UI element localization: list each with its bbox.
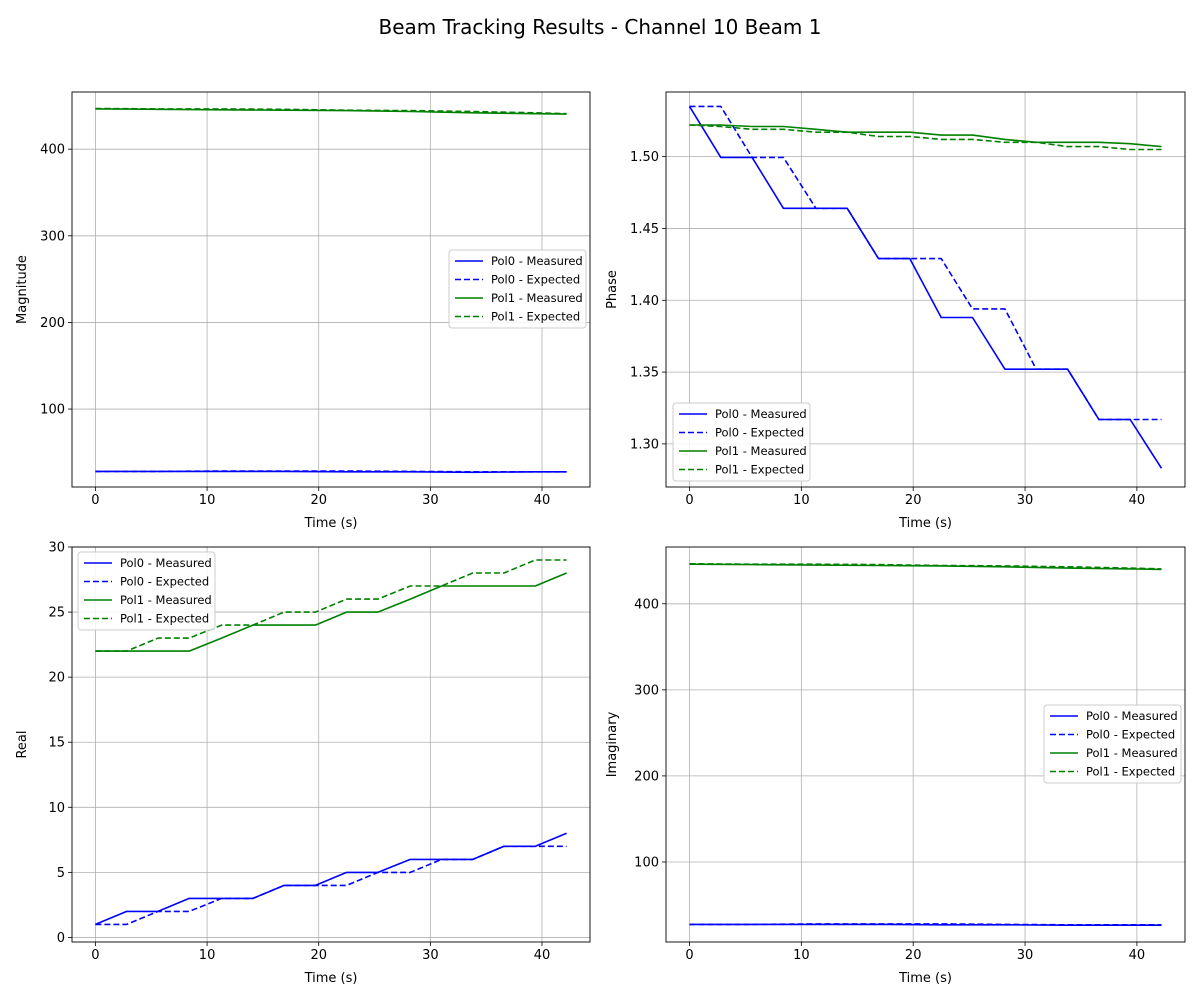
legend: Pol0 - Measured Pol0 - Expected Pol1 - Mea… — [77, 551, 216, 631]
x-tick-label: 20 — [905, 493, 922, 508]
y-tick-label: 1.50 — [630, 150, 659, 165]
y-tick-label: 20 — [48, 671, 65, 686]
legend-label: Pol0 - Expected — [715, 426, 804, 440]
legend-box — [77, 551, 216, 631]
x-tick-label: 30 — [1017, 948, 1034, 963]
series-line — [95, 470, 567, 473]
y-tick-label: 25 — [48, 606, 65, 621]
x-tick-label: 10 — [199, 493, 216, 508]
legend-box — [1043, 704, 1182, 784]
legend-label: Pol1 - Expected — [120, 612, 209, 626]
legend-box — [672, 402, 811, 482]
y-tick-label: 1.30 — [630, 437, 659, 452]
y-tick-label: 100 — [40, 403, 65, 418]
legend-label: Pol0 - Expected — [491, 273, 580, 287]
x-tick-label: 30 — [422, 493, 439, 508]
y-tick-label: 1.40 — [630, 294, 659, 309]
series-line — [689, 923, 1162, 926]
x-axis-label: Time (s) — [304, 516, 358, 531]
x-tick-label: 40 — [534, 948, 551, 963]
axes-frame — [665, 91, 1186, 488]
legend-label: Pol1 - Expected — [715, 463, 804, 477]
x-tick-label: 0 — [685, 493, 693, 508]
series-line — [95, 559, 567, 652]
x-tick-label: 40 — [1129, 948, 1146, 963]
legend-label: Pol1 - Measured — [715, 444, 807, 458]
x-tick-label: 40 — [1129, 493, 1146, 508]
legend-label: Pol1 - Expected — [1086, 765, 1175, 779]
x-tick-label: 30 — [422, 948, 439, 963]
legend-label: Pol1 - Measured — [491, 291, 583, 305]
series-line — [95, 107, 567, 115]
series-line — [688, 105, 1163, 469]
y-axis-label: Imaginary — [605, 711, 620, 777]
y-tick-label: 0 — [57, 931, 65, 946]
legend-label: Pol0 - Measured — [120, 556, 212, 570]
y-tick-label: 200 — [634, 769, 659, 784]
legend-label: Pol0 - Measured — [715, 407, 807, 421]
series-line — [689, 563, 1162, 570]
axes-frame — [71, 91, 591, 488]
legend-box — [448, 249, 587, 329]
x-tick-label: 30 — [1017, 493, 1034, 508]
legend-label: Pol0 - Measured — [491, 254, 583, 268]
legend-label: Pol1 - Measured — [120, 593, 212, 607]
x-tick-label: 20 — [310, 948, 327, 963]
x-tick-label: 10 — [793, 493, 810, 508]
x-tick-label: 20 — [905, 948, 922, 963]
y-tick-label: 200 — [40, 316, 65, 331]
y-axis-label: Magnitude — [15, 255, 30, 324]
series-line — [95, 845, 567, 926]
y-tick-label: 300 — [634, 683, 659, 698]
legend-label: Pol1 - Expected — [491, 310, 580, 324]
x-axis-label: Time (s) — [898, 516, 952, 531]
legend: Pol0 - Measured Pol0 - Expected Pol1 - Mea… — [672, 402, 811, 482]
x-tick-label: 40 — [534, 493, 551, 508]
y-tick-label: 300 — [40, 229, 65, 244]
axes-frame — [71, 546, 591, 943]
y-tick-label: 1.45 — [630, 222, 659, 237]
x-tick-label: 10 — [199, 948, 216, 963]
legend-label: Pol0 - Expected — [120, 575, 209, 589]
y-tick-label: 100 — [634, 855, 659, 870]
y-tick-label: 400 — [40, 143, 65, 158]
figure-title: Beam Tracking Results - Channel 10 Beam … — [378, 15, 822, 39]
series-line — [689, 105, 1162, 421]
y-tick-label: 15 — [48, 736, 65, 751]
x-tick-label: 0 — [91, 948, 99, 963]
legend: Pol0 - Measured Pol0 - Expected Pol1 - Mea… — [448, 249, 587, 329]
y-axis-label: Real — [15, 730, 30, 758]
axes-frame — [665, 546, 1186, 943]
legend-label: Pol0 - Measured — [1086, 709, 1178, 723]
legend: Pol0 - Measured Pol0 - Expected Pol1 - Mea… — [1043, 704, 1182, 784]
x-tick-label: 20 — [310, 493, 327, 508]
series-line — [95, 572, 567, 652]
y-axis-label: Phase — [605, 270, 620, 309]
y-tick-label: 400 — [634, 597, 659, 612]
x-axis-label: Time (s) — [898, 971, 952, 986]
legend-label: Pol1 - Measured — [1086, 746, 1178, 760]
legend-label: Pol0 - Expected — [1086, 728, 1175, 742]
y-tick-label: 5 — [57, 866, 65, 881]
series-line — [689, 124, 1162, 151]
series-line — [689, 124, 1162, 148]
y-tick-label: 1.35 — [630, 366, 659, 381]
x-tick-label: 10 — [793, 948, 810, 963]
x-tick-label: 0 — [685, 948, 693, 963]
x-tick-label: 0 — [91, 493, 99, 508]
x-axis-label: Time (s) — [304, 971, 358, 986]
y-tick-label: 10 — [48, 801, 65, 816]
y-tick-label: 30 — [48, 541, 65, 556]
